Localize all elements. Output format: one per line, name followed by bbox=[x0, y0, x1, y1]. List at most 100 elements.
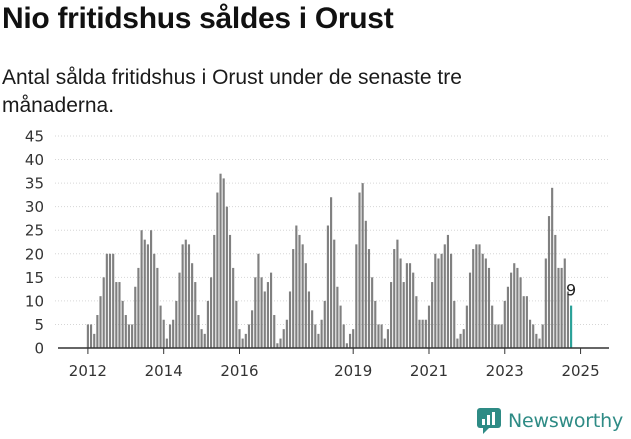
bar bbox=[194, 282, 197, 348]
bar bbox=[465, 305, 468, 348]
bar bbox=[112, 253, 115, 348]
x-axis-ticks: 2012 2014 2016 2019 2021 2023 2025 bbox=[69, 348, 600, 380]
x-tick-label: 2019 bbox=[334, 362, 372, 380]
bar bbox=[178, 272, 181, 348]
bar bbox=[342, 324, 345, 348]
bar bbox=[440, 253, 443, 348]
bar bbox=[216, 192, 219, 348]
bar bbox=[481, 253, 484, 348]
bar bbox=[225, 206, 228, 348]
y-axis-tick-labels: 0 5 10 15 20 25 30 35 40 45 bbox=[25, 128, 44, 358]
bar bbox=[377, 324, 380, 348]
bar bbox=[301, 244, 304, 348]
bar bbox=[551, 187, 554, 348]
bar bbox=[86, 324, 89, 348]
bar bbox=[462, 329, 465, 348]
bar bbox=[431, 282, 434, 348]
bar bbox=[235, 300, 238, 348]
y-tick-label: 20 bbox=[25, 245, 44, 263]
bar bbox=[374, 300, 377, 348]
y-tick-label: 15 bbox=[25, 269, 44, 287]
bar bbox=[434, 253, 437, 348]
bar bbox=[153, 253, 156, 348]
bar bbox=[446, 234, 450, 348]
bar bbox=[238, 329, 241, 348]
bar bbox=[383, 338, 386, 348]
bar bbox=[491, 305, 494, 348]
bar bbox=[156, 267, 159, 348]
bar bbox=[137, 267, 140, 348]
bar bbox=[263, 291, 266, 348]
bar bbox=[380, 324, 383, 348]
bar bbox=[459, 333, 462, 348]
bar bbox=[314, 324, 317, 348]
bar bbox=[418, 319, 421, 348]
bar bbox=[352, 329, 355, 348]
bar bbox=[450, 253, 453, 348]
bar bbox=[200, 329, 203, 348]
bar bbox=[453, 300, 456, 348]
bar bbox=[241, 338, 244, 348]
bar bbox=[273, 315, 276, 348]
bar bbox=[143, 239, 146, 348]
chart-title: Nio fritidshus såldes i Orust bbox=[2, 2, 394, 35]
bar bbox=[118, 282, 121, 348]
bar bbox=[266, 282, 269, 348]
bar bbox=[168, 324, 172, 348]
bar bbox=[371, 277, 374, 348]
bar bbox=[487, 267, 491, 348]
bar bbox=[538, 338, 541, 348]
bar bbox=[510, 272, 513, 348]
bar bbox=[254, 277, 257, 348]
bar bbox=[105, 253, 108, 348]
bar bbox=[516, 267, 519, 348]
bar bbox=[282, 329, 285, 348]
bar bbox=[557, 267, 560, 348]
bar bbox=[500, 324, 503, 348]
bar bbox=[257, 253, 260, 348]
bar bbox=[503, 300, 506, 348]
bar bbox=[292, 249, 295, 348]
bar bbox=[99, 296, 102, 348]
bar bbox=[415, 296, 418, 348]
bar bbox=[127, 324, 131, 348]
bar bbox=[251, 310, 254, 348]
bar bbox=[181, 244, 184, 348]
bar bbox=[140, 230, 143, 348]
bar bbox=[478, 244, 481, 348]
bar bbox=[108, 253, 112, 348]
highlight-data-label: 9 bbox=[566, 281, 576, 300]
bar bbox=[115, 282, 118, 348]
bar bbox=[131, 324, 134, 348]
bar bbox=[525, 296, 528, 348]
x-tick-label: 2025 bbox=[561, 362, 599, 380]
bar bbox=[497, 324, 500, 348]
y-tick-label: 40 bbox=[25, 151, 44, 169]
bar bbox=[311, 310, 314, 348]
x-tick-label: 2023 bbox=[486, 362, 524, 380]
bar bbox=[535, 333, 538, 348]
y-tick-label: 45 bbox=[25, 128, 44, 146]
bar bbox=[522, 296, 525, 348]
y-tick-label: 5 bbox=[34, 316, 44, 334]
x-tick-label: 2016 bbox=[220, 362, 258, 380]
bar bbox=[443, 244, 446, 348]
bar bbox=[247, 324, 251, 348]
chart-subtitle: Antal sålda fritidshus i Orust under de … bbox=[2, 66, 462, 117]
bar bbox=[165, 338, 168, 348]
bar bbox=[506, 286, 509, 348]
bar bbox=[93, 333, 96, 348]
bar bbox=[162, 319, 165, 348]
bar bbox=[563, 258, 566, 348]
bar bbox=[307, 291, 311, 348]
newsworthy-logo-text: Newsworthy bbox=[508, 410, 624, 432]
bar bbox=[304, 263, 307, 348]
bar bbox=[222, 178, 225, 348]
bar bbox=[269, 272, 273, 348]
bar bbox=[336, 286, 339, 348]
bar bbox=[209, 277, 213, 348]
bar bbox=[393, 249, 396, 348]
bar bbox=[150, 230, 153, 348]
bar bbox=[390, 282, 393, 348]
bar bbox=[399, 258, 402, 348]
